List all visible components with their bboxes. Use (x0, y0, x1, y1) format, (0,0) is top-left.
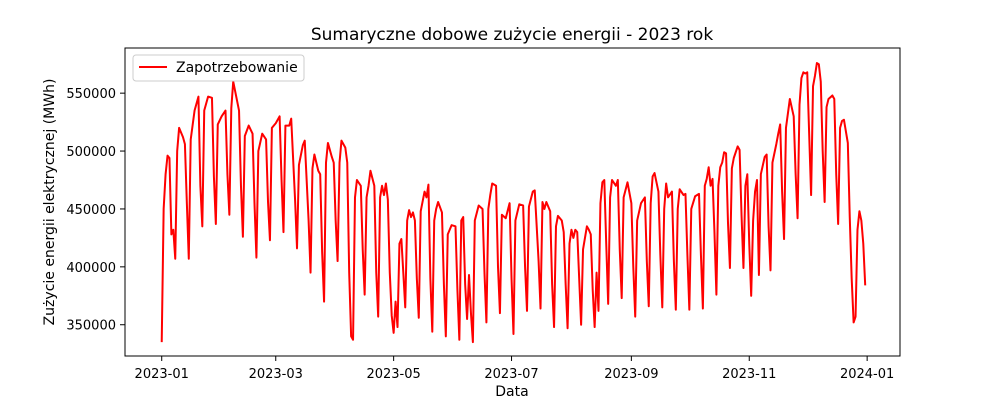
legend: Zapotrzebowanie (132, 54, 305, 82)
x-tick-label: 2023-01 (135, 367, 189, 382)
legend-box (132, 54, 305, 82)
legend-entry-zapotrzebowanie: Zapotrzebowanie (176, 60, 298, 76)
y-tick-label: 450000 (66, 203, 116, 218)
y-axis-label: Zużycie energii elektrycznej (MWh) (42, 79, 58, 326)
x-tick-label: 2024-01 (840, 367, 894, 382)
y-tick-label: 500000 (66, 145, 116, 160)
y-tick-label: 350000 (66, 319, 116, 334)
x-tick-label: 2023-05 (366, 367, 420, 382)
x-axis: 2023-01 2023-03 2023-05 2023-07 2023-09 2023-… (135, 356, 894, 382)
chart-title: Sumaryczne dobowe zużycie energii - 2023… (311, 25, 714, 45)
x-tick-label: 2023-07 (484, 367, 538, 382)
plot-area: 2023-01 2023-03 2023-05 2023-07 2023-09 2023-… (66, 47, 901, 382)
y-tick-label: 400000 (66, 261, 116, 276)
x-tick-label: 2023-11 (722, 367, 776, 382)
x-axis-label: Data (495, 384, 528, 400)
x-tick-label: 2023-09 (604, 367, 658, 382)
y-tick-label: 550000 (66, 87, 116, 102)
series-line-zapotrzebowanie (160, 62, 867, 344)
x-tick-label: 2023-03 (249, 367, 303, 382)
y-axis: 350000 400000 450000 500000 550000 (66, 87, 125, 334)
